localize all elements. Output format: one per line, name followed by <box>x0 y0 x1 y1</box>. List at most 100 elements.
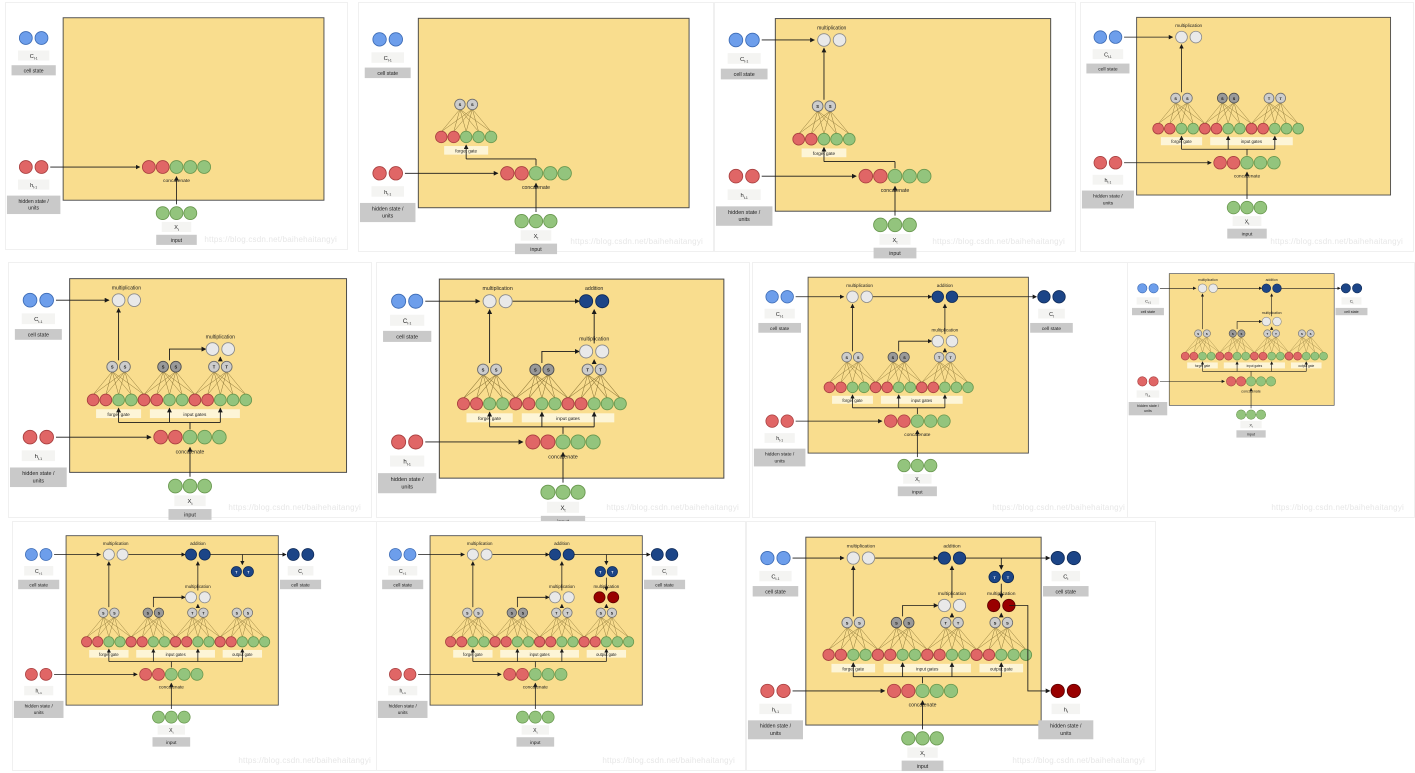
svg-text:multiplication: multiplication <box>987 591 1016 597</box>
svg-text:input: input <box>184 513 196 519</box>
svg-text:input: input <box>1247 432 1255 436</box>
svg-text:multiplication: multiplication <box>112 285 142 291</box>
svg-text:cell state: cell state <box>28 333 49 339</box>
svg-text:cell state: cell state <box>393 582 412 587</box>
lstm-step-8-panel: Ct-1 cell state ht-1 hidden state / units Xt i… <box>1127 262 1415 518</box>
svg-text:addition: addition <box>943 544 961 550</box>
watermark-text: https://blog.csdn.net/baihehaitangyi <box>238 756 371 765</box>
svg-text:cell state: cell state <box>734 72 755 78</box>
svg-text:T: T <box>235 570 238 574</box>
cell-multiplication-node: multiplication <box>847 544 876 565</box>
svg-text:T: T <box>1275 332 1277 336</box>
svg-text:cell state: cell state <box>770 326 790 332</box>
cell-multiplication-node: multiplication <box>103 541 129 561</box>
svg-text:ht-1: ht-1 <box>772 707 779 714</box>
svg-text:input: input <box>530 247 542 253</box>
svg-text:S: S <box>1221 97 1224 101</box>
svg-text:Ct: Ct <box>1063 574 1068 581</box>
svg-text:Ct-1: Ct-1 <box>35 569 43 575</box>
svg-text:hidden state /: hidden state / <box>1137 404 1160 408</box>
lstm-step-11-panel: Ct-1 cell state ht-1 hidden state / units Xt i… <box>746 521 1156 772</box>
lstm-step-3-panel: Ct-1 cell state ht-1 hidden state / units Xt i… <box>714 2 1076 259</box>
input-node: Xt input <box>901 731 944 772</box>
svg-text:Xt: Xt <box>188 499 193 506</box>
svg-text:S: S <box>113 611 116 615</box>
svg-text:multiplication: multiplication <box>1198 278 1218 282</box>
input-node: Xt input <box>152 710 191 747</box>
svg-text:Xt: Xt <box>920 751 925 758</box>
svg-text:Ct-1: Ct-1 <box>1145 299 1151 305</box>
svg-text:multiplication: multiplication <box>467 541 493 546</box>
addition-node: addition <box>185 541 211 561</box>
svg-text:units: units <box>28 206 39 212</box>
svg-text:T: T <box>950 356 953 360</box>
svg-text:T: T <box>555 611 558 615</box>
svg-text:units: units <box>770 731 781 737</box>
svg-text:Xt: Xt <box>534 234 539 241</box>
svg-text:multiplication: multiplication <box>817 25 846 31</box>
svg-text:Ct-1: Ct-1 <box>34 317 42 324</box>
lstm-step-4-diagram: Ct-1 cell state ht-1 hidden state /units Xt i… <box>1081 16 1392 239</box>
svg-text:cell state: cell state <box>24 68 44 74</box>
svg-text:input: input <box>166 740 177 745</box>
cell-state-prev-node: Ct-1 cell state <box>18 548 60 590</box>
output-multiplication-node: multiplication <box>987 591 1016 613</box>
lstm-step-5-panel: Ct-1 cell state ht-1 hidden state / units Xt i… <box>8 262 372 520</box>
svg-text:multiplication: multiplication <box>1175 23 1202 28</box>
svg-text:S: S <box>1232 332 1234 336</box>
cell-state-prev-node: Ct-1 cell state <box>720 32 768 80</box>
svg-text:addition: addition <box>554 541 570 546</box>
svg-text:Ct-1: Ct-1 <box>1104 52 1112 59</box>
svg-text:input: input <box>530 740 541 745</box>
hidden-state-out-node: ht hidden state /units <box>1038 683 1094 740</box>
svg-text:S: S <box>124 365 127 370</box>
svg-text:S: S <box>816 104 819 109</box>
gate-labels: forget gate input gates output gate <box>831 663 1024 673</box>
svg-text:units: units <box>33 478 45 484</box>
svg-text:S: S <box>895 620 898 625</box>
svg-text:ht-1: ht-1 <box>384 190 391 197</box>
svg-text:units: units <box>739 217 751 223</box>
svg-text:S: S <box>1186 97 1189 101</box>
svg-text:Xt: Xt <box>560 506 565 513</box>
svg-text:S: S <box>892 356 895 360</box>
cell-state-out-node: Ct cell state <box>1030 290 1073 333</box>
svg-text:T: T <box>599 367 602 372</box>
svg-text:S: S <box>162 365 165 370</box>
svg-text:S: S <box>547 367 550 372</box>
cell-state-prev-node: Ct-1 cell state <box>383 293 432 342</box>
input-node: Xt input <box>873 217 917 259</box>
svg-text:S: S <box>903 356 906 360</box>
svg-text:ht-1: ht-1 <box>1145 392 1151 398</box>
svg-text:S: S <box>846 620 849 625</box>
lstm-step-2-diagram: Ct-1 cell state ht-1 hidden state / units Xt i… <box>359 17 690 255</box>
svg-text:ht-1: ht-1 <box>35 454 42 461</box>
cell-multiplication-node: multiplication <box>1175 23 1203 44</box>
svg-text:S: S <box>1233 97 1236 101</box>
svg-text:units: units <box>34 710 45 715</box>
svg-text:multiplication: multiplication <box>103 541 129 546</box>
input-node: Xt input <box>1226 200 1268 239</box>
cell-multiplication-node: multiplication <box>112 285 142 307</box>
svg-text:multiplication: multiplication <box>847 544 876 550</box>
lstm-step-8-diagram: Ct-1 cell state ht-1 hidden state /units Xt i… <box>1128 273 1368 438</box>
svg-text:T: T <box>566 611 569 615</box>
input-node: Xt input <box>516 710 555 747</box>
svg-text:units: units <box>401 485 413 491</box>
lstm-step-2-panel: Ct-1 cell state ht-1 hidden state / units Xt i… <box>358 2 714 255</box>
svg-text:Xt: Xt <box>1249 422 1253 428</box>
